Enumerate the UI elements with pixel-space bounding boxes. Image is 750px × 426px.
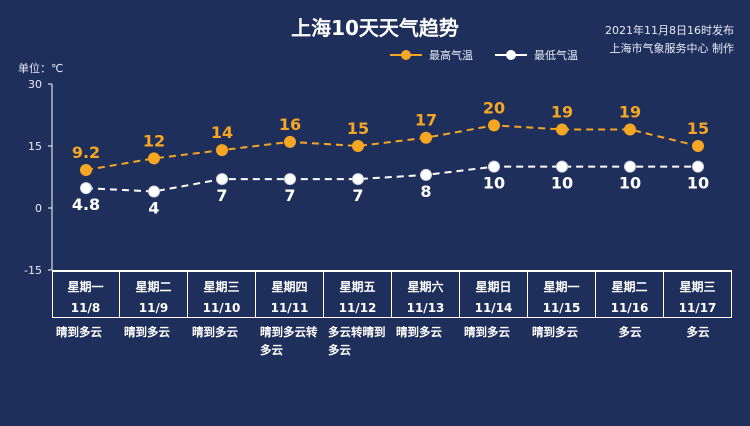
day-week-label: 星期二 [135, 280, 172, 294]
low-temp-label: 4 [148, 198, 159, 217]
low-temp-label: 7 [216, 186, 227, 205]
day-weather-label: 晴到多云 [192, 325, 238, 339]
day-weather-label: 多云 [686, 325, 710, 339]
day-date-label: 11/14 [474, 301, 513, 315]
legend-high-marker-icon [390, 50, 422, 60]
high-temp-point [80, 163, 92, 176]
day-date-label: 11/8 [70, 301, 101, 315]
day-cell: 星期三 11/10 [188, 272, 256, 318]
day-week-label: 星期日 [475, 280, 512, 294]
legend-low-label: 最低气温 [534, 49, 578, 62]
day-week-label: 星期四 [271, 280, 308, 294]
day-date-label: 11/13 [406, 301, 445, 315]
day-week-label: 星期三 [679, 280, 716, 294]
low-temp-point [556, 160, 568, 173]
day-weather-label: 多云转晴到多云 [328, 325, 386, 357]
low-temp-point [692, 160, 704, 173]
high-temp-label: 17 [415, 111, 437, 130]
high-temp-label: 16 [279, 115, 301, 134]
day-cell: 星期二 11/9 [120, 272, 188, 318]
high-temp-point [216, 144, 228, 157]
high-temp-point [488, 119, 500, 132]
day-date-label: 11/12 [338, 301, 377, 315]
day-weather-label: 多云 [618, 325, 642, 339]
day-week-label: 星期一 [543, 280, 580, 294]
high-temp-label: 15 [687, 119, 709, 138]
high-temp-point [352, 140, 364, 152]
day-cell: 星期一 11/15 [528, 272, 596, 318]
day-date-label: 11/9 [138, 301, 169, 315]
high-temp-label: 19 [619, 102, 641, 121]
low-temp-label: 10 [483, 174, 505, 193]
high-temp-label: 15 [347, 119, 369, 138]
y-tick-label: 0 [35, 202, 42, 215]
low-temp-point [80, 182, 92, 195]
day-weather-label: 晴到多云转多云 [260, 325, 318, 357]
day-weather-label: 晴到多云 [56, 325, 102, 339]
low-temp-point [148, 185, 160, 198]
high-temp-point [148, 152, 160, 165]
high-temp-point [556, 123, 568, 136]
day-week-label: 星期六 [407, 280, 444, 294]
low-temp-label: 10 [551, 174, 573, 193]
day-date-label: 11/16 [610, 301, 649, 315]
y-tick-label: 15 [28, 140, 42, 153]
low-temp-label: 10 [619, 174, 641, 193]
high-temp-point [624, 123, 636, 136]
day-cell: 星期日 11/14 [460, 272, 528, 318]
day-date-label: 11/11 [270, 301, 309, 315]
day-cell: 星期六 11/13 [392, 272, 460, 318]
unit-label: 单位：℃ [18, 62, 64, 75]
high-temp-label: 9.2 [72, 143, 100, 162]
y-tick-label: -15 [24, 264, 42, 277]
low-temp-label: 10 [687, 174, 709, 193]
day-cell: 星期一 11/8 [52, 272, 120, 318]
publish-time: 2021年11月8日16时发布 [605, 24, 734, 37]
day-cell: 星期五 11/12 [324, 272, 392, 318]
high-temp-label: 14 [211, 123, 233, 142]
low-temp-point [352, 173, 364, 186]
low-temp-label: 7 [284, 186, 295, 205]
low-temp-point [420, 168, 432, 181]
day-table [52, 270, 732, 318]
high-temp-label: 19 [551, 102, 573, 121]
legend-low-marker-icon [495, 50, 527, 60]
legend-high-label: 最高气温 [429, 49, 473, 62]
day-cell: 星期四 11/11 [256, 272, 324, 318]
low-temp-label: 4.8 [72, 195, 100, 214]
high-temp-point [692, 140, 704, 152]
day-weather-label: 晴到多云 [396, 325, 442, 339]
y-tick-label: 30 [28, 78, 42, 91]
day-cell: 星期三 11/17 [664, 272, 732, 318]
high-temp-point [420, 131, 432, 144]
publisher: 上海市气象服务中心 制作 [609, 42, 735, 55]
day-week-label: 星期一 [67, 280, 104, 294]
low-temp-label: 8 [420, 182, 431, 201]
legend-high: 最高气温 [389, 47, 473, 63]
day-week-label: 星期五 [339, 280, 376, 294]
day-week-label: 星期三 [203, 280, 240, 294]
chart-title: 上海10天天气趋势 [291, 16, 459, 40]
high-temp-point [284, 135, 296, 148]
day-date-label: 11/10 [202, 301, 241, 315]
low-temp-label: 7 [352, 186, 363, 205]
high-temp-label: 12 [143, 131, 165, 150]
legend-low: 最低气温 [494, 47, 578, 63]
low-temp-point [488, 160, 500, 173]
day-weather-label: 晴到多云 [464, 325, 510, 339]
low-temp-point [284, 173, 296, 186]
day-week-label: 星期二 [611, 280, 648, 294]
day-date-label: 11/15 [542, 301, 581, 315]
day-weather-label: 晴到多云 [124, 325, 170, 339]
high-temp-label: 20 [483, 98, 505, 117]
low-temp-point [624, 160, 636, 173]
high-temp-line [85, 124, 699, 171]
day-date-label: 11/17 [678, 301, 717, 315]
day-weather-label: 晴到多云 [532, 325, 578, 339]
low-temp-point [216, 173, 228, 186]
low-temp-line [85, 165, 698, 193]
day-cell: 星期二 11/16 [596, 272, 664, 318]
